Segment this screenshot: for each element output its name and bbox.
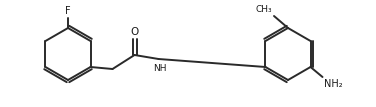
Text: CH₃: CH₃: [255, 5, 272, 14]
Text: NH: NH: [153, 64, 166, 73]
Text: F: F: [65, 6, 71, 16]
Text: O: O: [130, 27, 139, 37]
Text: NH₂: NH₂: [323, 79, 342, 89]
